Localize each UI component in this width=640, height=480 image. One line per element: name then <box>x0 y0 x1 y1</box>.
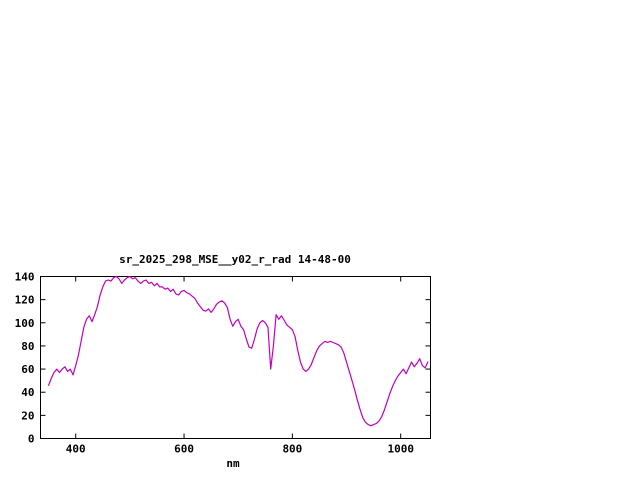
x-tick-label: 800 <box>282 443 302 456</box>
y-tick-label: 20 <box>21 409 34 422</box>
y-tick-label: 120 <box>15 294 35 307</box>
y-tick-label: 0 <box>28 433 35 446</box>
radiance-curve <box>47 275 429 427</box>
x-tick-label: 600 <box>174 443 194 456</box>
x-tick-label: 1000 <box>387 443 414 456</box>
x-axis-label: nm <box>226 457 240 470</box>
y-tick-label: 100 <box>15 317 35 330</box>
y-tick-label: 140 <box>15 271 35 284</box>
plot-border <box>40 276 431 439</box>
y-tick-label: 40 <box>21 386 34 399</box>
y-tick-label: 80 <box>21 340 34 353</box>
chart-title: sr_2025_298_MSE__y02_r_rad 14-48-00 <box>119 253 351 266</box>
y-tick-label: 60 <box>21 363 34 376</box>
x-tick-label: 400 <box>66 443 86 456</box>
